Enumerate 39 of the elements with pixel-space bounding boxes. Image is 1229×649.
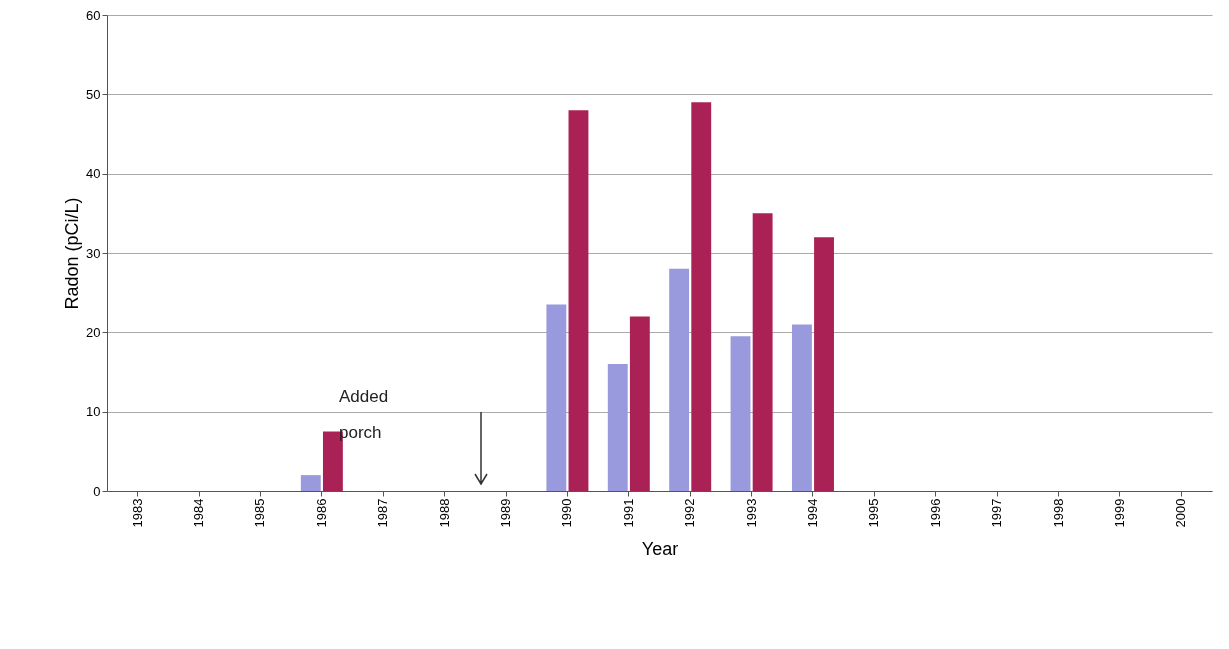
x-tick-label: 1998 <box>1050 498 1066 528</box>
y-tick-label: 30 <box>86 245 101 261</box>
annotation: Added porch <box>339 387 389 442</box>
y-tick-label: 40 <box>86 166 101 182</box>
x-tick-label: 1985 <box>252 498 268 528</box>
x-tick-label: 1996 <box>927 498 943 528</box>
bar <box>814 237 834 491</box>
x-tick-label: 1983 <box>129 498 145 528</box>
bar <box>546 304 567 491</box>
bar <box>568 110 589 491</box>
y-tick-label: 0 <box>93 483 101 499</box>
y-axis-title: Radon (pCi/L) <box>62 197 83 310</box>
y-tick-label: 10 <box>86 404 101 420</box>
x-tick-label: 1997 <box>989 498 1005 528</box>
x-tick-label: 1994 <box>804 498 820 528</box>
bar <box>791 324 812 491</box>
x-tick-label: 2000 <box>1173 498 1189 528</box>
bar <box>669 268 690 491</box>
bar <box>691 102 712 491</box>
x-tick-label: 1992 <box>682 498 698 528</box>
x-tick-label: 1987 <box>375 498 391 528</box>
bar <box>300 475 321 491</box>
y-tick-label: 60 <box>86 7 101 23</box>
x-tick-label: 1993 <box>743 498 759 528</box>
bar <box>752 213 773 491</box>
bar <box>730 336 751 491</box>
x-tick-label: 1988 <box>436 498 452 528</box>
bar <box>629 316 650 491</box>
bar <box>607 364 628 491</box>
x-tick-label: 1986 <box>313 498 329 528</box>
x-tick-label: 1999 <box>1111 498 1127 528</box>
x-tick-label: 1989 <box>498 498 514 528</box>
y-tick-label: 50 <box>86 86 101 102</box>
x-axis-title: Year <box>641 539 679 560</box>
x-tick-label: 1995 <box>866 498 882 528</box>
y-tick-label: 20 <box>86 324 101 340</box>
x-tick-label: 1991 <box>620 498 636 528</box>
x-tick-label: 1990 <box>559 498 575 528</box>
x-tick-label: 1984 <box>191 498 207 528</box>
